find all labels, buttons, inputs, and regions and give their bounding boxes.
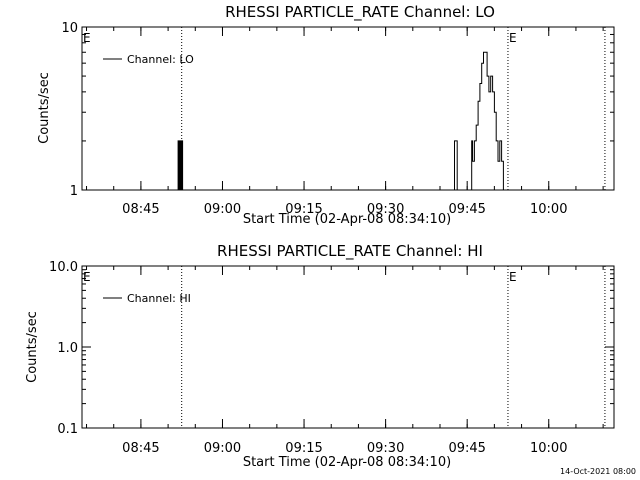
- x-tick-label: 10:00: [530, 202, 567, 217]
- y-tick-label: 10.0: [49, 260, 78, 275]
- y-tick-label: 0.1: [57, 422, 78, 437]
- x-tick-label: 09:15: [285, 202, 322, 217]
- footer-timestamp: 14-Oct-2021 08:00: [560, 467, 636, 476]
- x-tick-label: 09:45: [448, 441, 485, 456]
- event-marker-label: E: [83, 31, 91, 45]
- panel-hi-legend-entry: Channel: HI: [127, 292, 191, 305]
- y-tick-label: 10: [61, 21, 78, 36]
- panel-lo: RHESSI PARTICLE_RATE Channel: LO Counts/…: [37, 3, 615, 227]
- panel-hi-ticks: 08:45 09:00 09:15 09:30 09:45 10:00 0.1 1.0 10.0: [49, 260, 614, 456]
- panel-hi-ylabel: Counts/sec: [25, 311, 40, 383]
- panel-lo-xlabel: Start Time (02-Apr-08 08:34:10): [243, 212, 451, 227]
- panel-hi-plot-frame: [81, 265, 615, 429]
- y-tick-label: 1.0: [57, 341, 78, 356]
- x-tick-label: 09:30: [367, 202, 404, 217]
- x-tick-label: 10:00: [530, 441, 567, 456]
- x-tick-label: 09:15: [285, 441, 322, 456]
- panel-lo-legend-entry: Channel: LO: [127, 53, 194, 66]
- y-tick-label: 1: [70, 184, 78, 199]
- x-tick-label: 08:45: [122, 202, 159, 217]
- panel-lo-title: RHESSI PARTICLE_RATE Channel: LO: [225, 3, 495, 22]
- event-marker-label: E: [83, 270, 91, 284]
- panel-lo-ylabel: Counts/sec: [37, 72, 52, 144]
- x-tick-label: 09:00: [204, 441, 241, 456]
- panel-hi-xlabel: Start Time (02-Apr-08 08:34:10): [243, 455, 451, 470]
- x-tick-label: 09:45: [448, 202, 485, 217]
- panel-lo-ticks: 08:45 09:00 09:15 09:30 09:45 10:00 1 10: [61, 21, 614, 217]
- x-tick-label: 09:30: [367, 441, 404, 456]
- panel-hi-title: RHESSI PARTICLE_RATE Channel: HI: [217, 242, 483, 261]
- panel-lo-plot-frame: [81, 26, 615, 191]
- event-marker-label: E: [509, 31, 517, 45]
- x-tick-label: 09:00: [204, 202, 241, 217]
- panel-hi: RHESSI PARTICLE_RATE Channel: HI Counts/…: [25, 242, 615, 470]
- x-tick-label: 08:45: [122, 441, 159, 456]
- event-marker-label: E: [509, 270, 517, 284]
- series-line-0: [177, 51, 507, 191]
